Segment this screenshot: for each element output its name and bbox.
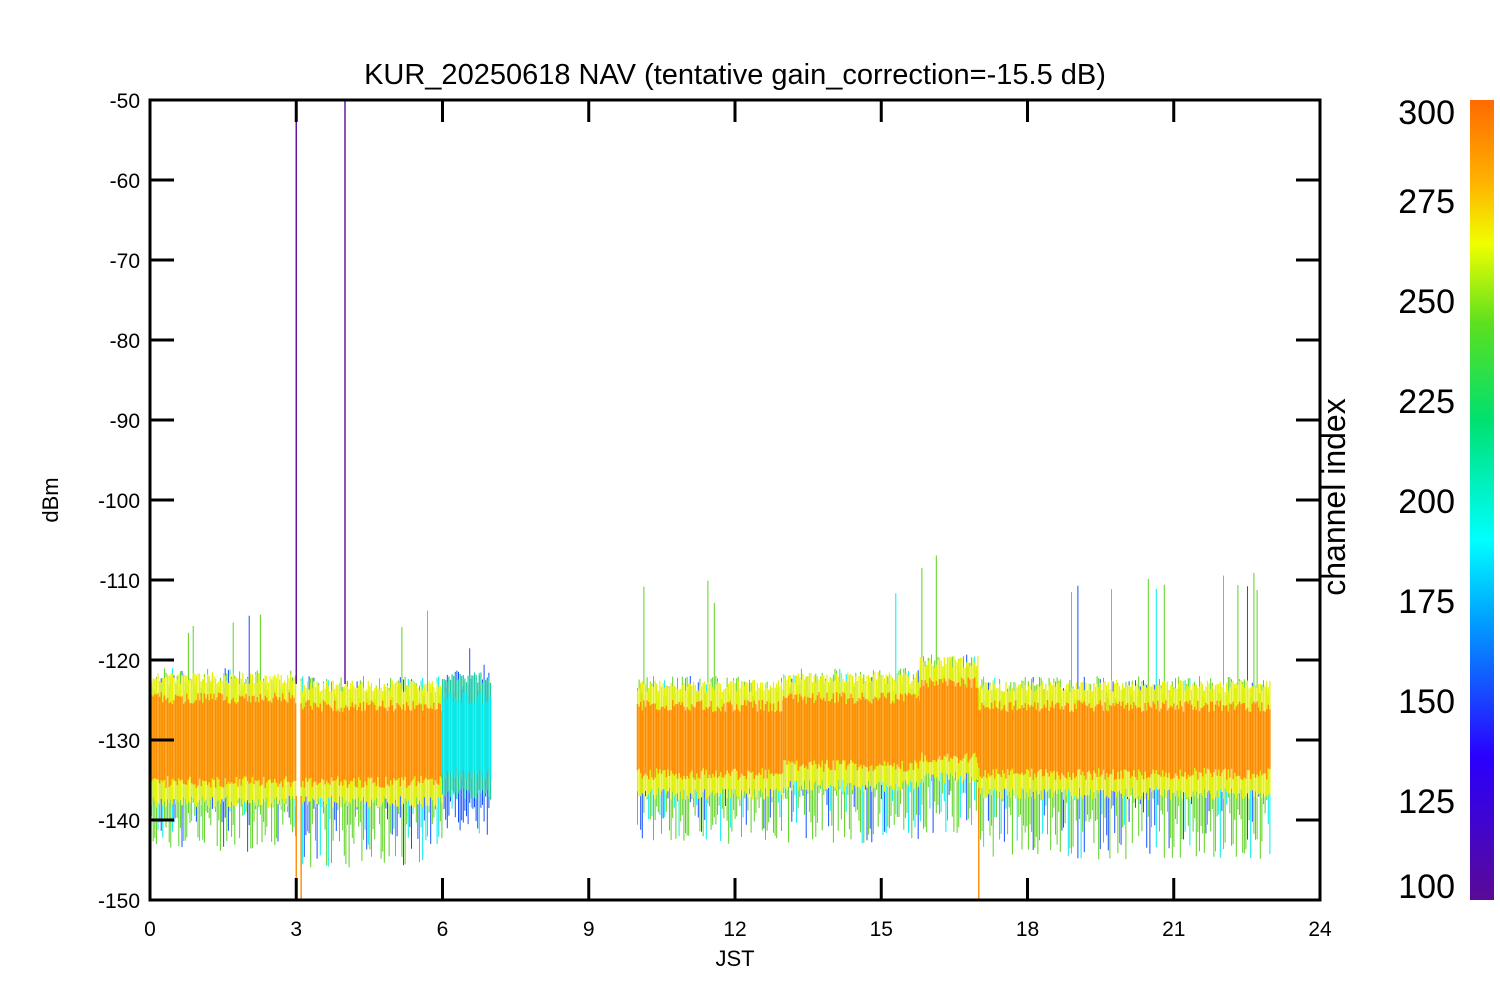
- y-tick-label-6: -110: [100, 570, 140, 593]
- x-tick-label-6: 18: [1016, 918, 1039, 941]
- y-tick-label-5: -100: [98, 490, 140, 513]
- x-tick-label-0: 0: [144, 918, 156, 941]
- data-series-segment-2: [441, 648, 492, 835]
- y-tick-label-1: -60: [110, 170, 140, 193]
- x-tick-label-8: 24: [1308, 918, 1332, 941]
- colorbar-tick-label-0: 300: [1398, 94, 1455, 132]
- colorbar-gradient: [1470, 100, 1494, 900]
- colorbar-tick-label-6: 150: [1398, 683, 1455, 721]
- colorbar-tick-label-1: 275: [1398, 183, 1455, 221]
- x-tick-label-2: 6: [437, 918, 449, 941]
- data-series-segment-3: [636, 580, 784, 844]
- y-tick-label-2: -70: [110, 250, 140, 273]
- y-tick-label-3: -80: [110, 330, 140, 353]
- y-tick-label-9: -140: [98, 810, 140, 833]
- data-series-segment-5: [919, 555, 979, 833]
- chart-title: KUR_20250618 NAV (tentative gain_correct…: [364, 59, 1106, 91]
- data-series-segment-1: [300, 610, 443, 868]
- x-tick-label-1: 3: [290, 918, 302, 941]
- y-tick-label-0: -50: [110, 90, 140, 113]
- axes: 0 3 6 9 12 15 18 21 24 -50 -60 -70 -80 -90 -100 -110 -12…: [98, 90, 1332, 941]
- data-series-segment-6: [978, 572, 1271, 860]
- data-series-segment-4: [783, 593, 921, 844]
- data-series-segment-0: [149, 614, 297, 852]
- colorbar-tick-label-8: 100: [1398, 868, 1455, 906]
- x-tick-label-5: 15: [870, 918, 893, 941]
- colorbar-tick-label-2: 250: [1398, 283, 1455, 321]
- colorbar-tick-label-7: 125: [1398, 783, 1455, 821]
- x-axis-label: JST: [715, 946, 754, 971]
- x-tick-label-4: 12: [723, 918, 746, 941]
- y-tick-label-7: -120: [98, 650, 140, 673]
- x-tick-label-3: 9: [583, 918, 595, 941]
- y-tick-label-4: -90: [110, 410, 140, 433]
- y-axis-label: dBm: [38, 477, 63, 522]
- plot-area: [149, 100, 1271, 900]
- colorbar-tick-label-3: 225: [1398, 383, 1455, 421]
- colorbar-label: channel index: [1316, 398, 1352, 595]
- y-tick-label-10: -150: [98, 890, 140, 913]
- y-tick-label-8: -130: [98, 730, 140, 753]
- colorbar-tick-label-5: 175: [1398, 583, 1455, 621]
- x-tick-label-7: 21: [1162, 918, 1185, 941]
- colorbar: 300 275 250 225 200 175 150 125 100: [1398, 94, 1494, 906]
- colorbar-tick-label-4: 200: [1398, 483, 1455, 521]
